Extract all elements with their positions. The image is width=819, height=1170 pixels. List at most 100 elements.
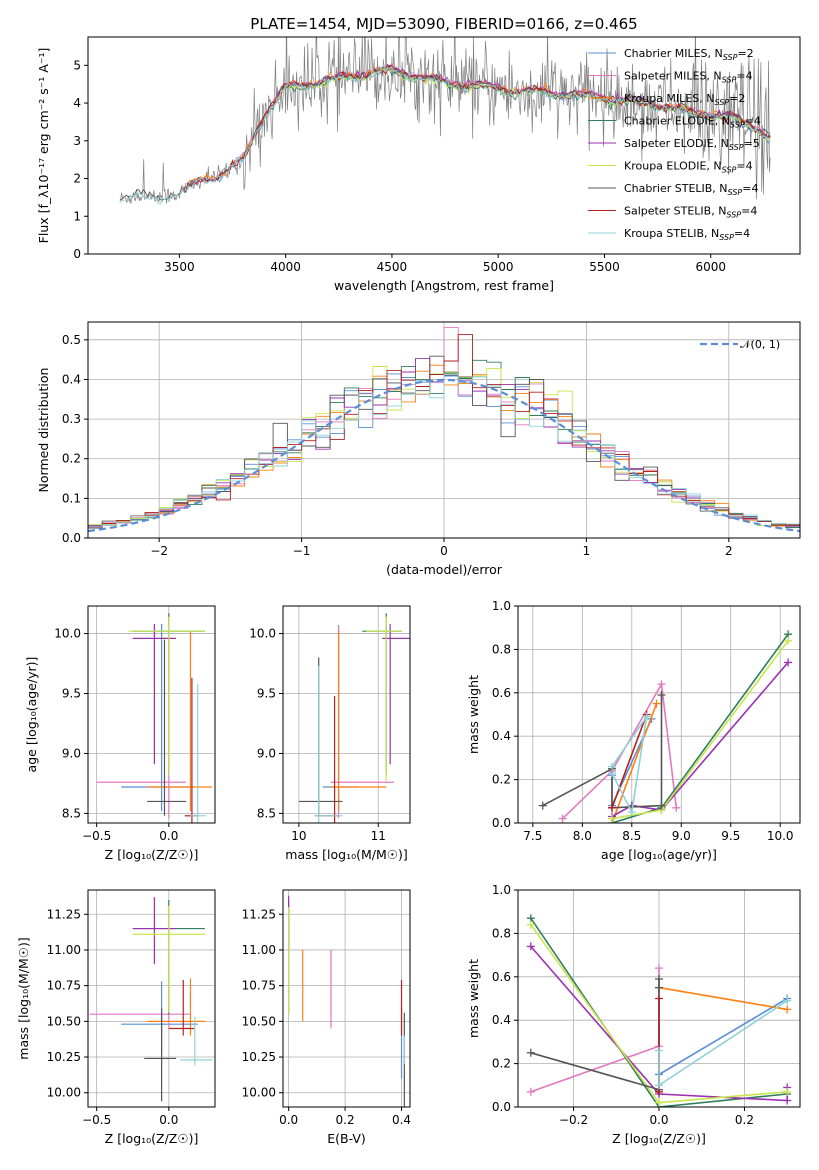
legend-entry-kroupa_stelib: Kroupa STELIB, NSSP=4 — [624, 227, 750, 242]
axes-frame — [282, 889, 411, 1108]
legend-entry-salpeter_stelib: Salpeter STELIB, NSSP=4 — [624, 205, 757, 220]
x-tick-label: 6000 — [695, 260, 726, 274]
marker-kroupa_elodie — [784, 636, 793, 645]
y-tick-label: 1 — [73, 209, 81, 223]
errorbar-chabrier_stelib — [147, 639, 187, 816]
legend-entry-chabrier_elodie: Chabrier ELODIE, NSSP=4 — [624, 115, 761, 130]
marker-salpeter_miles — [655, 964, 663, 973]
errorbar-salpeter_elodie — [382, 623, 410, 765]
errorbar-chabrier_elodie — [362, 613, 403, 776]
y-axis-label: Flux [f_λ10⁻¹⁷ erg cm⁻² s⁻¹ A⁻¹] — [36, 48, 51, 244]
y-tick-label: 0.4 — [492, 729, 511, 743]
normal-reference-curve — [88, 378, 800, 533]
x-tick-label: 10 — [291, 829, 306, 843]
y-tick-label: 8.5 — [62, 806, 81, 820]
y-tick-label: 0.4 — [492, 1013, 511, 1027]
y-tick-label: 10.25 — [47, 1050, 81, 1064]
y-tick-label: 0.2 — [62, 452, 81, 466]
mass_weight_z-plot-area — [526, 914, 792, 1107]
x-tick-label: −0.2 — [559, 1113, 588, 1127]
x-tick-label: 0.0 — [649, 1113, 668, 1127]
marker-kroupa_elodie — [608, 814, 616, 823]
axes-frame — [282, 605, 411, 824]
axes-frame — [87, 321, 801, 539]
x-axis-label: Z [log₁₀(Z/Z☉)] — [612, 1131, 706, 1146]
series-salpeter_miles — [530, 968, 660, 1093]
x-tick-label: 4000 — [270, 260, 301, 274]
x-tick-label: −1 — [293, 544, 311, 558]
series-salpeter_stelib — [611, 714, 648, 809]
x-tick-label: 2 — [725, 544, 733, 558]
series-salpeter_miles — [561, 681, 678, 820]
y-tick-label: 10.50 — [47, 1014, 81, 1028]
y-tick-label: 0.1 — [62, 491, 81, 505]
age_mass-panel: 10 11 8.5 9.0 9.5 10.0 mass [log₁₀(M/M☉)] — [249, 605, 411, 862]
mass_ebv-panel: 0.0 0.2 0.4 10.00 10.25 10.50 10.75 11.00 11.25 E… — [242, 889, 411, 1146]
y-tick-label: 11.25 — [47, 907, 81, 921]
y-tick-label: 1.0 — [492, 599, 511, 613]
y-tick-label: 10.75 — [47, 979, 81, 993]
y-tick-label: 9.5 — [257, 687, 276, 701]
x-tick-label: 0.4 — [392, 1113, 411, 1127]
y-tick-label: 0.6 — [492, 686, 511, 700]
errorbar-kroupa_stelib — [314, 665, 343, 823]
legend-entry-salpeter_elodie: Salpeter ELODIE, NSSP=5 — [624, 137, 760, 152]
errorbar-salpeter_stelib — [168, 979, 195, 1036]
errorbar-kroupa_stelib — [180, 1017, 213, 1066]
mass_z-plot-area — [89, 897, 213, 1102]
errorbar-salpeter_miles — [89, 957, 191, 1029]
x-tick-label: 9.0 — [672, 829, 691, 843]
errorbar-kroupa_stelib — [190, 683, 207, 823]
x-tick-label: 3500 — [164, 260, 195, 274]
y-tick-label: 0.3 — [62, 412, 81, 426]
x-tick-label: 7.5 — [523, 829, 542, 843]
marker-kroupa_elodie — [526, 920, 535, 929]
y-tick-label: 11.25 — [242, 907, 276, 921]
chart-title: PLATE=1454, MJD=53090, FIBERID=0166, z=0… — [250, 15, 637, 33]
errorbar-chabrier_stelib — [298, 657, 343, 816]
axes-frame — [517, 605, 801, 824]
series-chabrier_stelib — [542, 695, 663, 809]
x-axis-label: (data-model)/error — [386, 562, 503, 577]
x-axis-label: E(B-V) — [327, 1131, 366, 1146]
marker-salpeter_elodie — [784, 658, 793, 667]
x-axis-label: Z [log₁₀(Z/Z☉)] — [105, 847, 199, 862]
y-tick-label: 0.8 — [492, 642, 511, 656]
y-tick-label: 0.8 — [492, 926, 511, 940]
legend: Chabrier MILES, NSSP=2 Salpeter MILES, NS… — [588, 47, 761, 242]
marker-salpeter_elodie — [783, 1096, 792, 1105]
x-tick-label: 0.0 — [279, 1113, 298, 1127]
y-tick-label: 3 — [73, 134, 81, 148]
y-tick-label: 0.5 — [62, 333, 81, 347]
x-axis-label: wavelength [Angstrom, rest frame] — [334, 278, 554, 293]
y-tick-label: 10.25 — [242, 1050, 276, 1064]
series-salpeter_elodie — [611, 661, 789, 818]
mass_ebv-grid — [283, 890, 410, 1107]
y-axis-label: mass weight — [466, 675, 481, 754]
y-tick-label: 0.2 — [492, 1057, 511, 1071]
marker-kroupa_stelib — [655, 1081, 663, 1090]
y-tick-label: 0.4 — [62, 372, 81, 386]
y-tick-label: 0.6 — [492, 970, 511, 984]
y-tick-label: 10.0 — [54, 627, 81, 641]
series-kroupa_miles — [611, 703, 658, 823]
y-tick-label: 0.0 — [62, 531, 81, 545]
errorbar-kroupa_elodie — [132, 905, 205, 1013]
x-axis-label: mass [log₁₀(M/M☉)] — [285, 847, 407, 862]
marker-kroupa_miles — [783, 1005, 792, 1014]
marker-chabrier_stelib — [538, 801, 547, 810]
marker-chabrier_stelib — [526, 1048, 535, 1057]
marker-kroupa_stelib — [642, 712, 651, 721]
spectrum-panel: 3500 4000 4500 5000 5500 6000 0 1 2 3 4 5 PLATE=1454… — [36, 15, 801, 293]
y-tick-label: 0 — [73, 247, 81, 261]
marker-salpeter_miles — [558, 814, 567, 823]
x-tick-label: 0.0 — [159, 1113, 178, 1127]
series-kroupa_miles — [658, 986, 788, 1011]
series-chabrier_miles — [658, 997, 788, 1090]
y-axis-label: mass [log₁₀(M/M☉)] — [16, 937, 31, 1059]
x-tick-label: 8.0 — [573, 829, 592, 843]
mass_weight_age-panel: 7.5 8.0 8.5 9.0 9.5 10.0 0.0 0.2 0.4 0.6 0.8 1.0 age… — [466, 599, 801, 862]
legend: 𝒩(0, 1) — [700, 338, 780, 351]
histogram-kroupa_stelib — [88, 373, 800, 528]
marker-kroupa_stelib — [627, 808, 636, 817]
